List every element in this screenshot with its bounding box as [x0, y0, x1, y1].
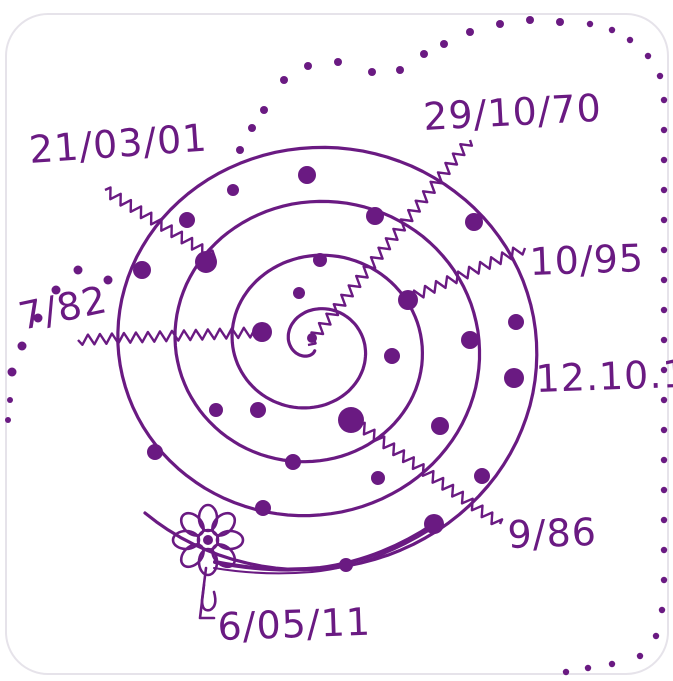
ray-left	[77, 326, 263, 346]
spiral-dot	[227, 184, 239, 196]
trail-dot	[608, 26, 616, 34]
spiral-dot	[298, 166, 316, 184]
spiral-dot	[250, 402, 266, 418]
spiral-dot	[504, 368, 524, 388]
spiral-dot	[371, 471, 385, 485]
spiral-dot	[424, 514, 444, 534]
spiral-dots	[133, 166, 524, 572]
spiral-dot	[474, 468, 490, 484]
trail-dot	[420, 50, 428, 58]
spiral-dot	[338, 407, 364, 433]
spiral-dot	[285, 454, 301, 470]
spiral-dot	[179, 212, 195, 228]
trail-dot	[51, 285, 61, 295]
spiral-dot	[252, 322, 272, 342]
trail-dot	[660, 516, 668, 524]
trail-dot	[660, 186, 668, 194]
trail-dot	[660, 216, 668, 224]
trail-dot	[5, 417, 11, 423]
trail-dot	[644, 52, 652, 60]
trail-dot	[562, 668, 570, 676]
trail-dot	[7, 397, 13, 403]
trail-dot	[656, 72, 664, 80]
trail-dot	[556, 18, 564, 26]
ray-right-upper	[404, 246, 527, 304]
dotted-trail	[5, 16, 668, 676]
spiral-dot	[384, 348, 400, 364]
trail-dot	[660, 306, 668, 314]
trail-dot	[17, 341, 27, 351]
label-12-10-10: 12.10.10	[535, 351, 673, 401]
zigzag-rays	[77, 139, 527, 526]
spiral-dot	[133, 261, 151, 279]
trail-dot	[73, 265, 83, 275]
trail-dot	[660, 576, 668, 584]
trail-dot	[660, 156, 668, 164]
label-9-86: 9/86	[507, 510, 598, 557]
ray-top-right	[307, 139, 474, 347]
spiral-dot	[307, 333, 317, 343]
spiral-dot	[431, 417, 449, 435]
spiral-tail	[213, 522, 436, 572]
trail-dot	[660, 396, 668, 404]
trail-dot	[660, 486, 668, 494]
trail-dot	[660, 456, 668, 464]
spiral-dot	[461, 331, 479, 349]
trail-dot	[652, 632, 660, 640]
trail-dot	[660, 246, 668, 254]
spiral-tail-thin	[213, 529, 431, 575]
trail-dot	[660, 426, 668, 434]
trail-dot	[236, 146, 244, 154]
trail-dot	[334, 58, 342, 66]
trail-dot	[660, 126, 668, 134]
trail-dot	[33, 313, 43, 323]
label-10-95: 10/95	[529, 236, 645, 284]
trail-dot	[660, 96, 668, 104]
trail-dot	[440, 40, 448, 48]
trail-dot	[260, 106, 268, 114]
trail-dot	[280, 76, 288, 84]
trail-dot	[248, 124, 256, 132]
trail-dot	[660, 336, 668, 344]
trail-dot	[526, 16, 534, 24]
trail-dot	[660, 366, 668, 374]
trail-dot	[660, 276, 668, 284]
flower-stem	[198, 583, 216, 620]
spiral-dot	[508, 314, 524, 330]
spiral-dot	[465, 213, 483, 231]
spiral-dot	[255, 500, 271, 516]
trail-dot	[304, 62, 312, 70]
trail-dot	[466, 28, 474, 36]
trail-dot	[608, 660, 616, 668]
label-29-10-70: 29/10/70	[422, 86, 603, 139]
ray-bottom-right	[350, 419, 504, 526]
coaster-card	[5, 13, 669, 675]
spiral-dot	[398, 290, 418, 310]
trail-dot	[496, 20, 504, 28]
trail-dot	[586, 20, 594, 28]
trail-dot	[103, 275, 113, 285]
trail-dot	[7, 367, 17, 377]
spiral-line	[116, 145, 539, 572]
spiral-dot	[366, 207, 384, 225]
trail-dot	[396, 66, 404, 74]
label-6-05-11: 6/05/11	[217, 600, 372, 649]
trail-dot	[626, 36, 634, 44]
spiral-dot	[313, 253, 327, 267]
trail-dot	[636, 652, 644, 660]
trail-dot	[660, 546, 668, 554]
spiral-dot	[339, 558, 353, 572]
spiral-dot	[293, 287, 305, 299]
ray-top-left	[104, 186, 217, 259]
spiral-dot	[195, 251, 217, 273]
trail-dot	[584, 664, 592, 672]
trail-dot	[368, 68, 376, 76]
trail-dot	[658, 606, 666, 614]
spiral-dot	[209, 403, 223, 417]
spiral-dot	[147, 444, 163, 460]
